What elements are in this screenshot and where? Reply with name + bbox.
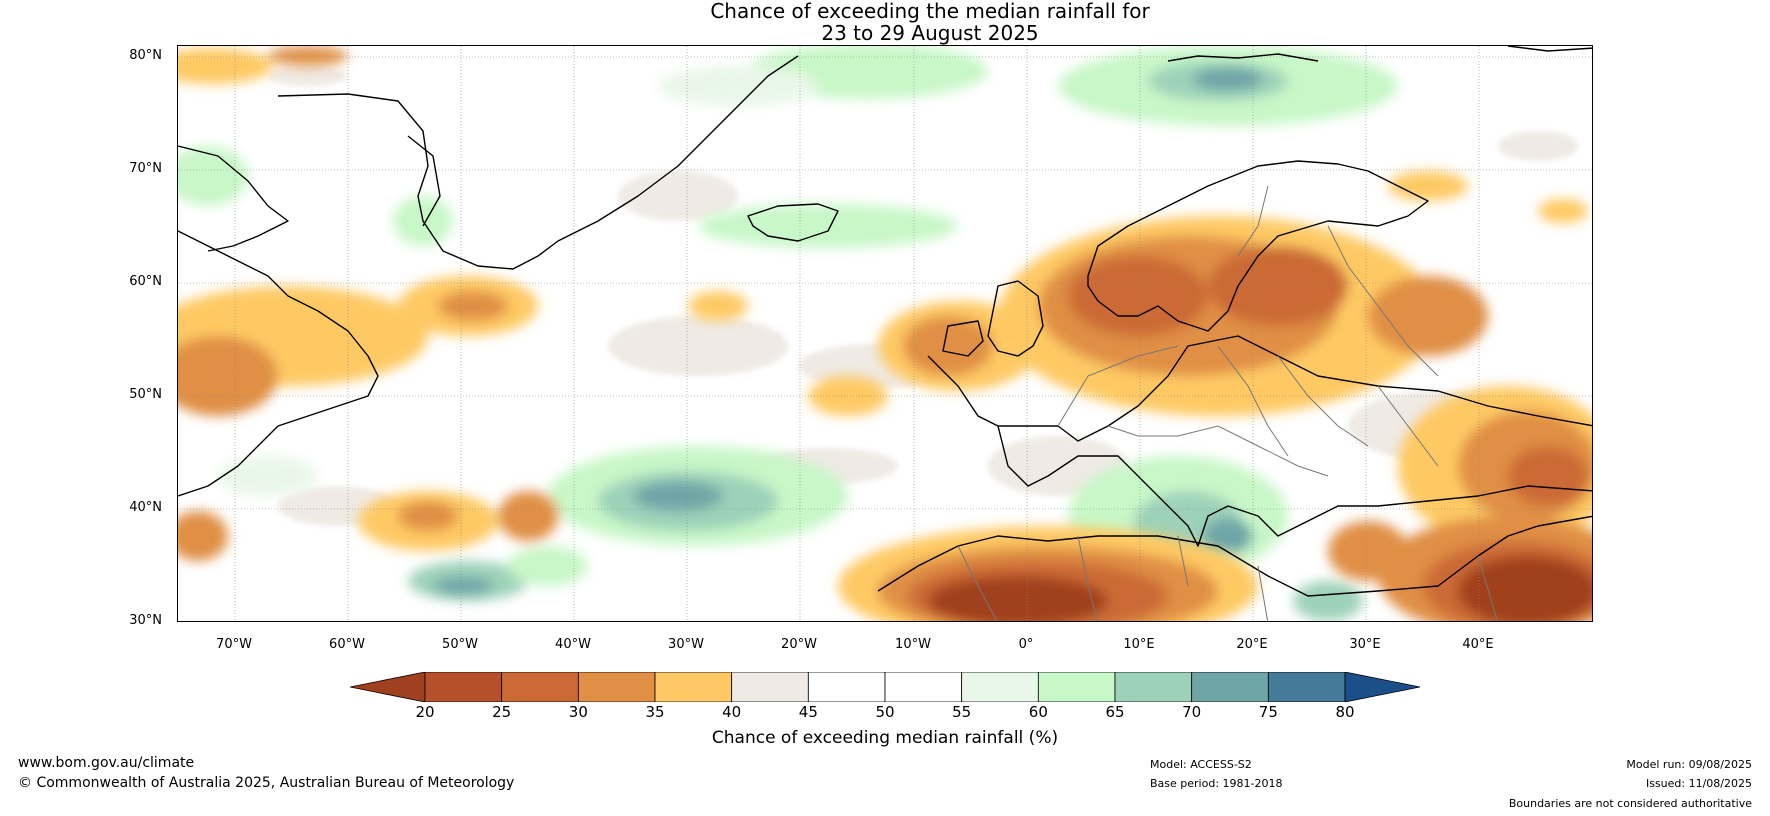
lat-label-80n: 80°N bbox=[129, 48, 162, 63]
colorbar-tick-label: 40 bbox=[722, 703, 742, 721]
graticule bbox=[178, 46, 1592, 621]
colorbar-tick-label: 25 bbox=[492, 703, 512, 721]
colorbar-tick-label: 55 bbox=[952, 703, 972, 721]
coastlines bbox=[178, 46, 1592, 597]
lon-label-50w: 50°W bbox=[442, 637, 478, 652]
copyright-text: © Commonwealth of Australia 2025, Austra… bbox=[18, 775, 515, 791]
lon-label-30w: 30°W bbox=[668, 637, 704, 652]
colorbar-swatch bbox=[731, 672, 809, 702]
colorbar-tick-label: 80 bbox=[1335, 703, 1355, 721]
issued-date: Issued: 11/08/2025 bbox=[1645, 777, 1752, 790]
colorbar-swatch bbox=[654, 672, 733, 702]
colorbar-tick-label: 65 bbox=[1105, 703, 1125, 721]
boundaries-disclaimer: Boundaries are not considered authoritat… bbox=[1508, 797, 1752, 810]
colorbar-tick-label: 30 bbox=[568, 703, 588, 721]
rainfall-map-svg bbox=[178, 46, 1592, 621]
colorbar-swatch bbox=[1114, 672, 1193, 702]
country-borders bbox=[957, 185, 1498, 621]
colorbar-tick-label: 50 bbox=[875, 703, 895, 721]
lat-label-30n: 30°N bbox=[129, 613, 162, 628]
lat-label-40n: 40°N bbox=[129, 500, 162, 515]
colorbar-swatch bbox=[1191, 672, 1269, 702]
map-title: Chance of exceeding the median rainfall … bbox=[710, 0, 1150, 23]
colorbar-tick-label: 75 bbox=[1258, 703, 1278, 721]
lat-label-70n: 70°N bbox=[129, 161, 162, 176]
colorbar-tick-label: 45 bbox=[798, 703, 818, 721]
colorbar-swatch bbox=[884, 672, 963, 702]
colorbar-swatch bbox=[1267, 672, 1346, 702]
colorbar-swatch bbox=[1037, 672, 1116, 702]
base-period: Base period: 1981-2018 bbox=[1150, 777, 1283, 790]
lat-label-60n: 60°N bbox=[129, 274, 162, 289]
lon-label-60w: 60°W bbox=[329, 637, 365, 652]
colorbar-swatch bbox=[961, 672, 1039, 702]
lon-label-30e: 30°E bbox=[1349, 637, 1381, 652]
model-name: Model: ACCESS-S2 bbox=[1150, 758, 1252, 771]
lon-label-10w: 10°W bbox=[895, 637, 931, 652]
colorbar-tick-label: 20 bbox=[415, 703, 435, 721]
colorbar-swatch bbox=[807, 672, 886, 702]
map-area bbox=[177, 45, 1593, 622]
colorbar-swatch bbox=[501, 672, 579, 702]
below-median-regions bbox=[178, 46, 1592, 621]
colorbar-title: Chance of exceeding median rainfall (%) bbox=[711, 728, 1059, 748]
lat-label-50n: 50°N bbox=[129, 387, 162, 402]
lon-label-40e: 40°E bbox=[1462, 637, 1494, 652]
website-link[interactable]: www.bom.gov.au/climate bbox=[18, 755, 195, 771]
colorbar-tick-label: 35 bbox=[645, 703, 665, 721]
colorbar-extend-low bbox=[350, 672, 426, 702]
lon-label-10e: 10°E bbox=[1123, 637, 1155, 652]
lon-label-40w: 40°W bbox=[555, 637, 591, 652]
map-subtitle-date: 23 to 29 August 2025 bbox=[821, 21, 1039, 45]
lon-label-20e: 20°E bbox=[1236, 637, 1268, 652]
lon-label-20w: 20°W bbox=[781, 637, 817, 652]
model-run-date: Model run: 09/08/2025 bbox=[1626, 758, 1752, 771]
colorbar-swatch bbox=[424, 672, 503, 702]
above-median-regions bbox=[178, 46, 1398, 621]
lon-label-0: 0° bbox=[1018, 637, 1034, 652]
lon-label-70w: 70°W bbox=[216, 637, 252, 652]
colorbar-extend-high bbox=[1344, 672, 1420, 702]
colorbar-tick-label: 70 bbox=[1182, 703, 1202, 721]
colorbar-legend bbox=[350, 672, 1420, 702]
colorbar-swatch bbox=[577, 672, 656, 702]
colorbar-tick-label: 60 bbox=[1028, 703, 1048, 721]
